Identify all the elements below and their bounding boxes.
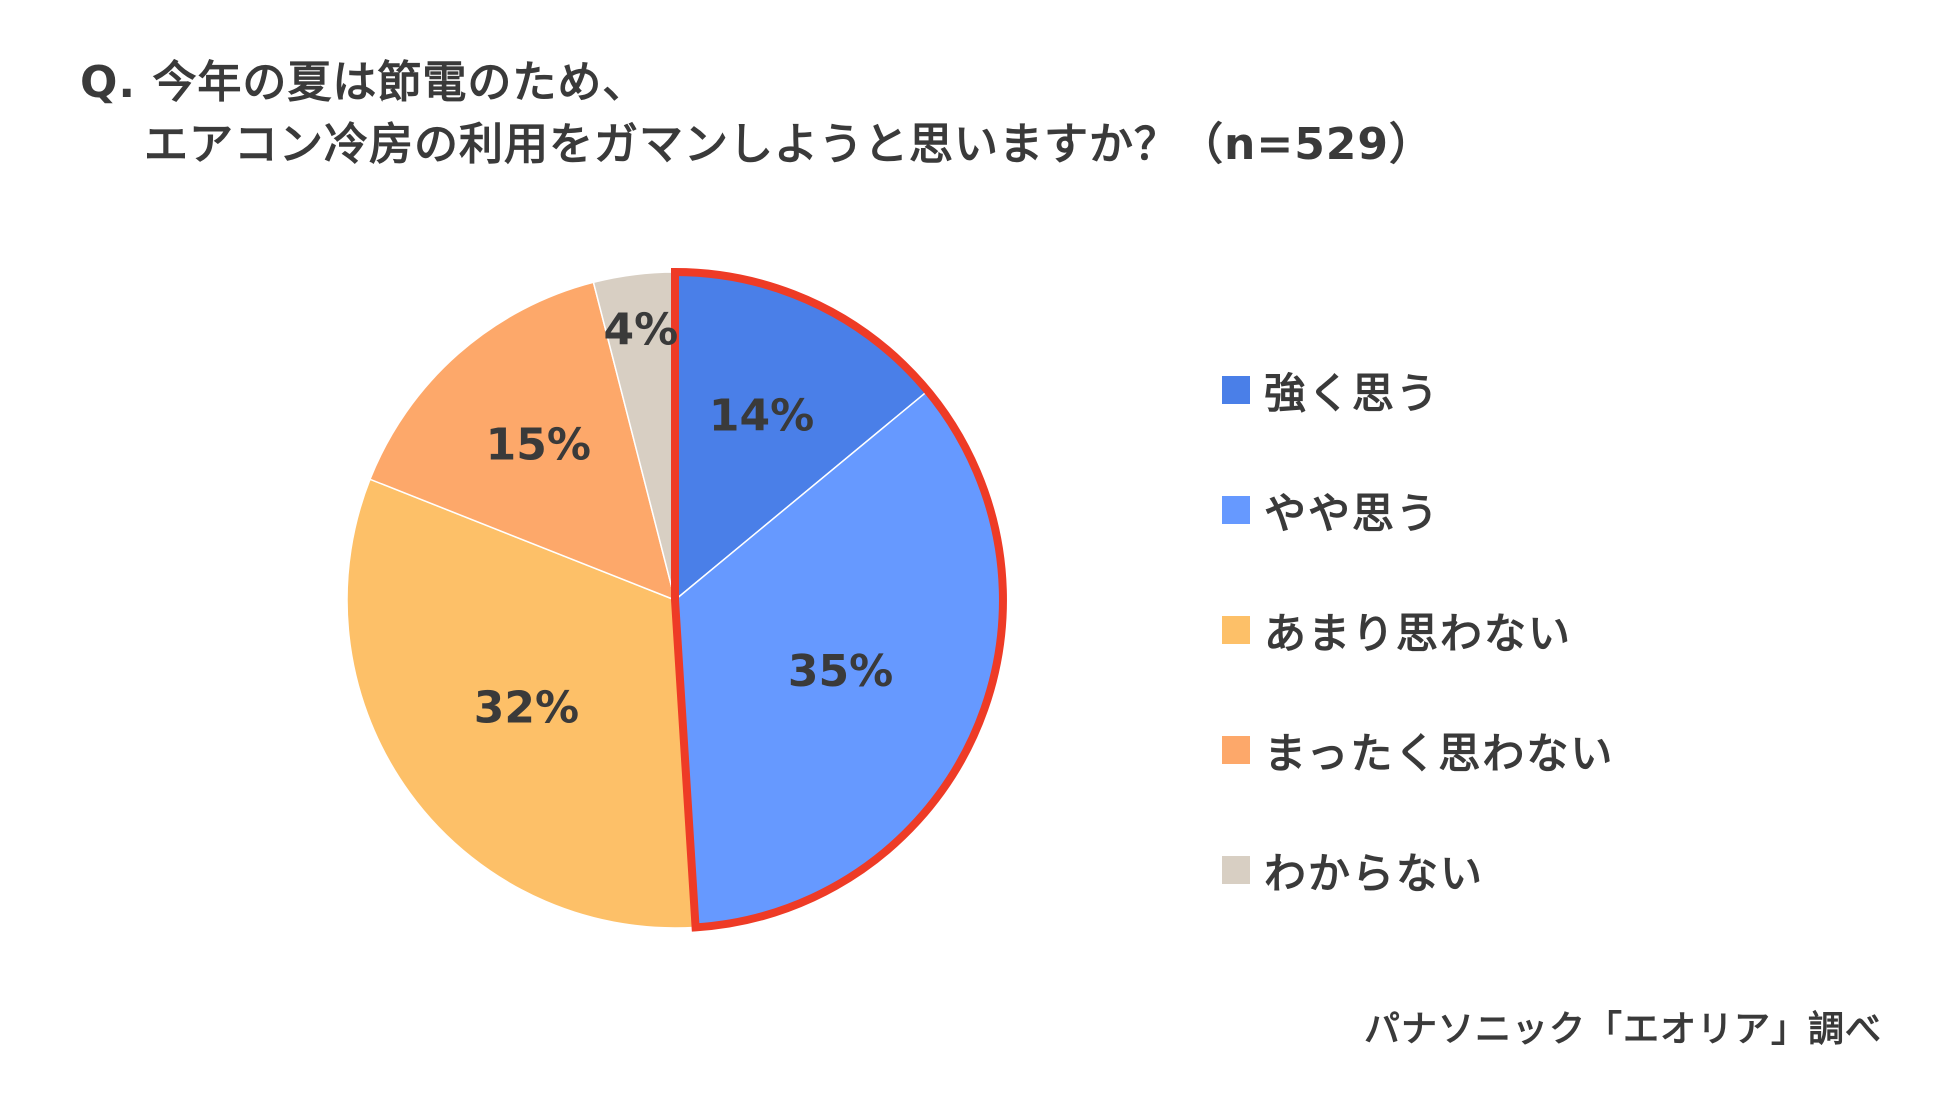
legend-label: やや思う [1264,488,1441,538]
legend-swatch [1222,856,1250,884]
highlight-outline [671,267,1007,932]
legend-label: わからない [1264,848,1485,898]
pie-labels: 14% 35% 32% 15% 4% [474,304,894,733]
pie-slices [346,271,1004,929]
legend-swatch [1222,496,1250,524]
chart-title-line-2: エアコン冷房の利用をガマンしようと思いますか？（n=529） [144,119,1435,170]
legend-label: 強く思う [1264,368,1441,418]
source-note: パナソニック「エオリア」調べ [1363,1009,1882,1050]
chart-title-line-1: Q. 今年の夏は節電のため、 [80,57,648,108]
pie-label-1: 35% [788,646,893,697]
legend-item-not-at-all: まったく思わない [1222,690,1614,810]
pie-label-0: 14% [709,391,814,442]
legend-label: あまり思わない [1264,608,1573,658]
legend-item-dont-know: わからない [1222,810,1614,930]
chart-title: Q. 今年の夏は節電のため、 エアコン冷房の利用をガマンしようと思いますか？（n… [80,52,1434,176]
pie-slice-3 [369,281,677,602]
legend-item-not-really: あまり思わない [1222,570,1614,690]
legend: 強く思う やや思う あまり思わない まったく思わない わからない [1222,330,1614,930]
pie-label-4: 4% [604,304,679,355]
legend-item-strongly-agree: 強く思う [1222,330,1614,450]
legend-item-somewhat-agree: やや思う [1222,450,1614,570]
pie-label-2: 32% [474,683,579,734]
pie-label-3: 15% [486,420,591,471]
pie-slice-2 [346,478,697,929]
legend-swatch [1222,616,1250,644]
legend-swatch [1222,376,1250,404]
legend-swatch [1222,736,1250,764]
legend-label: まったく思わない [1264,728,1615,778]
